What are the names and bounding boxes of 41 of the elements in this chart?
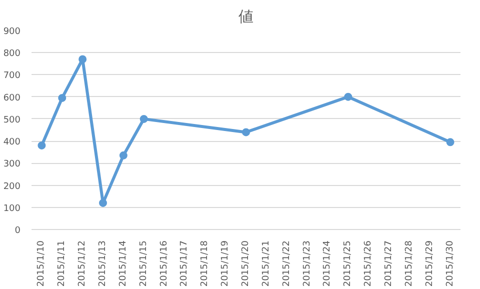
- y-tick-label: 900: [3, 27, 21, 37]
- x-tick-label: 2015/1/18: [200, 240, 210, 287]
- y-tick-label: 500: [3, 115, 21, 126]
- x-tick-label: 2015/1/23: [302, 240, 312, 287]
- x-tick-label: 2015/1/30: [445, 240, 456, 287]
- y-tick-label: 200: [3, 182, 21, 192]
- y-tick-label: 100: [3, 204, 21, 214]
- x-tick-label: 2015/1/20: [241, 240, 251, 287]
- x-tick-label: 2015/1/22: [282, 240, 292, 287]
- x-tick-label: 2015/1/26: [364, 240, 374, 287]
- point: [344, 92, 352, 101]
- x-tick-label: 2015/1/25: [343, 240, 354, 287]
- point: [242, 128, 250, 136]
- y-tick-label: 800: [3, 49, 21, 60]
- y-tick-label: 600: [3, 93, 21, 104]
- point: [446, 138, 454, 146]
- y-tick-label: 0: [14, 226, 21, 236]
- y-tick-label: 300: [3, 160, 21, 170]
- point: [38, 141, 46, 150]
- point: [119, 151, 128, 160]
- x-tick-label: 2015/1/19: [220, 240, 231, 287]
- x-tick-label: 2015/1/14: [118, 240, 128, 287]
- point: [78, 55, 87, 64]
- x-tick-label: 2015/1/10: [36, 240, 47, 287]
- x-tick-label: 2015/1/28: [404, 240, 414, 287]
- x-tick-label: 2015/1/15: [138, 240, 149, 287]
- chart-title: 値: [238, 8, 254, 26]
- x-tick-label: 2015/1/12: [78, 240, 88, 287]
- x-tick-label: 2015/1/16: [159, 240, 170, 287]
- x-tick-label: 2015/1/29: [424, 240, 435, 287]
- y-tick-label: 700: [3, 71, 21, 82]
- x-tick-label: 2015/1/13: [98, 240, 108, 287]
- x-tick-label: 2015/1/27: [384, 240, 394, 287]
- x-tick-label: 2015/1/11: [57, 240, 68, 287]
- point: [140, 114, 148, 123]
- x-tick-label: 2015/1/17: [180, 240, 190, 287]
- point: [58, 94, 66, 102]
- point: [99, 198, 107, 207]
- x-tick-label: 2015/1/21: [261, 240, 272, 287]
- x-tick-label: 2015/1/24: [322, 240, 333, 287]
- y-tick-label: 400: [3, 138, 21, 148]
